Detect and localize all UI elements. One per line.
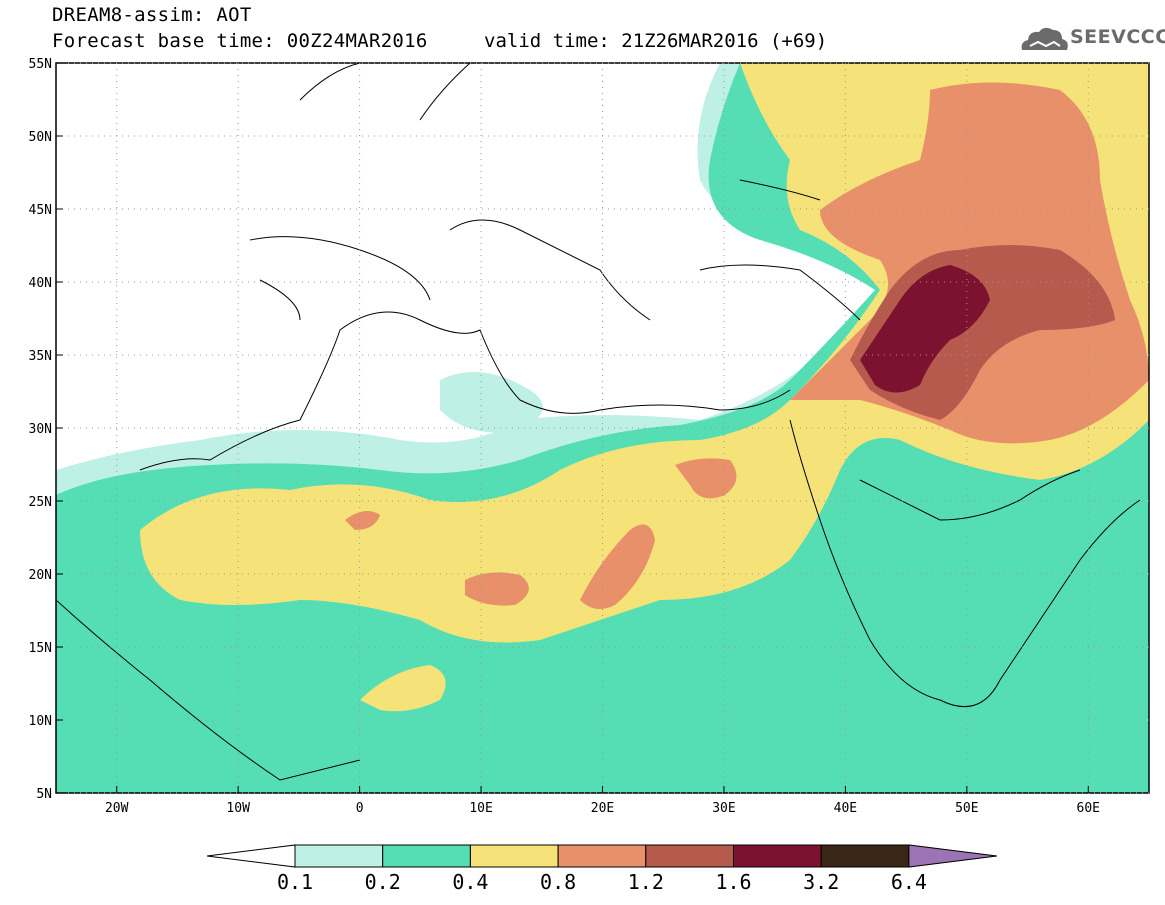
x-tick-label: 40E bbox=[834, 801, 857, 816]
colorbar-label: 0.1 bbox=[277, 870, 313, 894]
y-tick-label: 40N bbox=[29, 276, 52, 291]
y-tick-label: 25N bbox=[29, 495, 52, 510]
y-tick-label: 45N bbox=[29, 203, 52, 218]
aot-contour-0.1-patch bbox=[440, 372, 543, 433]
colorbar-segment bbox=[469, 844, 559, 868]
x-tick-label: 60E bbox=[1077, 801, 1100, 816]
gridlines bbox=[56, 62, 1149, 794]
aot-contour-0.8-patch bbox=[345, 511, 380, 530]
y-tick-label: 20N bbox=[29, 568, 52, 583]
colorbar-segment bbox=[294, 844, 384, 868]
colorbar-label: 1.2 bbox=[628, 870, 664, 894]
colorbar-over-arrow bbox=[908, 844, 997, 868]
colorbar-label: 6.4 bbox=[891, 870, 927, 894]
colorbar-label: 0.4 bbox=[452, 870, 488, 894]
colorbar-segment bbox=[733, 844, 822, 868]
y-tick-label: 30N bbox=[29, 422, 52, 437]
forecast-base-time: Forecast base time: 00Z24MAR2016 bbox=[52, 30, 428, 52]
colorbar-segment bbox=[557, 844, 647, 868]
colorbar-label: 3.2 bbox=[803, 870, 839, 894]
coastlines bbox=[56, 63, 1141, 781]
y-tick-label: 10N bbox=[29, 714, 52, 729]
aot-contour-1.6 bbox=[860, 265, 990, 393]
aot-contour-0.8-patch bbox=[675, 458, 737, 499]
aot-contour-0.8-patch bbox=[580, 524, 655, 609]
y-tick-label: 35N bbox=[29, 349, 52, 364]
y-tick-label: 15N bbox=[29, 641, 52, 656]
x-tick-label: 20W bbox=[105, 801, 129, 816]
x-tick-label: 20E bbox=[591, 801, 614, 816]
x-tick-label: 30E bbox=[712, 801, 735, 816]
map-title: DREAM8-assim: AOT bbox=[52, 4, 252, 26]
y-tick-label: 55N bbox=[29, 57, 52, 72]
cloud-logo-icon bbox=[1021, 27, 1068, 50]
x-tick-label: 10W bbox=[226, 801, 250, 816]
colorbar-label: 1.6 bbox=[715, 870, 751, 894]
colorbar-segment bbox=[820, 844, 910, 868]
y-tick-label: 50N bbox=[29, 130, 52, 145]
valid-time: valid time: 21Z26MAR2016 (+69) bbox=[484, 30, 828, 52]
x-tick-label: 10E bbox=[469, 801, 492, 816]
x-tick-label: 50E bbox=[955, 801, 978, 816]
x-tick-label: 0 bbox=[356, 801, 364, 816]
y-tick-label: 5N bbox=[36, 787, 52, 802]
aot-contour-0.4-patch bbox=[360, 665, 446, 712]
colorbar-segment bbox=[645, 844, 734, 868]
colorbar-label: 0.2 bbox=[365, 870, 401, 894]
axis-ticks: 20W 10W 0 10E 20E 30E 40E 50E 60E 55N 50N 45N 40N 35N… bbox=[29, 57, 1101, 816]
colorbar-under-arrow bbox=[206, 844, 296, 868]
logo-text: SEEVCCC bbox=[1070, 26, 1165, 48]
colorbar-segment bbox=[382, 844, 471, 868]
colorbar-label: 0.8 bbox=[540, 870, 576, 894]
colorbar: 0.1 0.2 0.4 0.8 1.2 1.6 3.2 6.4 bbox=[206, 844, 997, 894]
